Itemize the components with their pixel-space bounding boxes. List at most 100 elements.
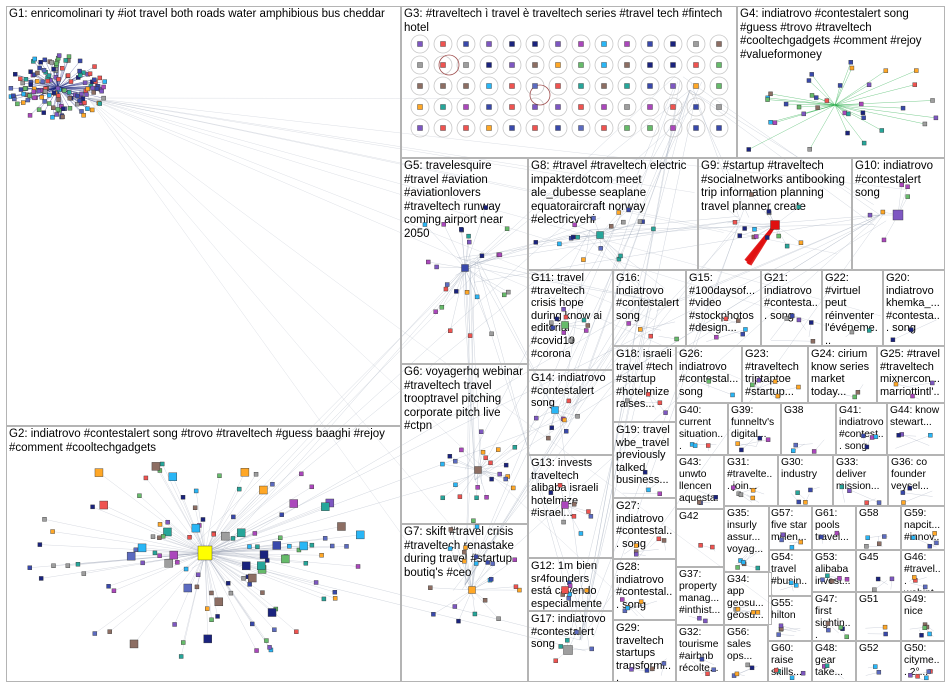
edge [131, 552, 206, 557]
edge [579, 103, 695, 641]
node [150, 534, 156, 539]
node [42, 57, 48, 63]
edge [841, 486, 845, 503]
edge [98, 472, 206, 554]
edge [834, 84, 870, 106]
node [91, 90, 96, 95]
node [578, 104, 584, 110]
edge [455, 469, 479, 486]
edge [199, 264, 469, 556]
node [711, 667, 716, 672]
group-label: G23: #traveltech triptaptoe #startup... [745, 348, 802, 398]
node [299, 471, 304, 477]
node [723, 316, 729, 321]
node [646, 391, 651, 397]
node [796, 204, 801, 210]
node [417, 104, 423, 110]
node [624, 104, 630, 110]
node [838, 625, 843, 630]
edge [159, 470, 206, 554]
node [101, 95, 106, 101]
node [486, 83, 492, 89]
node [866, 82, 872, 88]
group-g1: G1: enricomolinari ty #iot travel both r… [6, 6, 401, 426]
node [160, 534, 166, 539]
node [267, 608, 277, 617]
node [270, 481, 275, 487]
node [417, 125, 423, 131]
group-label: G44: know stewart... [890, 405, 943, 428]
edge [464, 267, 471, 336]
edge [743, 549, 762, 563]
group-g52: G52 [856, 641, 901, 682]
edge [464, 267, 478, 297]
edge [52, 531, 206, 554]
node [133, 547, 139, 553]
edge [194, 507, 206, 554]
node [205, 606, 210, 611]
node [743, 327, 748, 332]
node [776, 233, 781, 239]
edge [601, 214, 881, 238]
group-g58: G58 [856, 506, 901, 550]
node [647, 83, 653, 89]
edge [913, 537, 937, 548]
edge [459, 469, 479, 497]
node [930, 380, 935, 386]
node [591, 215, 596, 221]
node [90, 85, 95, 91]
edge [87, 97, 837, 254]
edge [471, 563, 493, 591]
edge [464, 561, 473, 591]
edge [834, 70, 886, 106]
node [417, 83, 423, 89]
node [509, 41, 515, 47]
node [417, 62, 423, 68]
node [751, 610, 756, 615]
edge [204, 552, 253, 579]
node [784, 243, 790, 249]
edge [736, 563, 758, 569]
node [578, 62, 584, 68]
group-label: G26: indiatrovo #contestal... song [679, 348, 738, 398]
node [77, 68, 82, 74]
node [517, 587, 522, 593]
edge [94, 552, 206, 634]
node [558, 644, 563, 649]
edge [197, 543, 581, 641]
self-loop [433, 76, 453, 96]
node [439, 305, 445, 310]
edge [457, 219, 741, 259]
edge [474, 307, 653, 481]
node [209, 590, 214, 596]
self-loop [525, 34, 545, 54]
self-loop [438, 54, 460, 76]
node [195, 572, 201, 578]
edge [57, 79, 95, 89]
edge [628, 323, 661, 331]
node [575, 413, 580, 419]
node [143, 475, 149, 481]
node [892, 209, 904, 221]
group-label: G7: skift #travel crisis #traveltech ren… [404, 526, 514, 579]
node [796, 499, 801, 505]
node [209, 617, 214, 623]
node [765, 437, 771, 442]
node [75, 562, 81, 567]
node [489, 476, 494, 482]
edge [204, 552, 270, 648]
edge [464, 242, 470, 269]
node [775, 393, 781, 399]
node [716, 83, 722, 89]
edge [559, 81, 679, 421]
node [242, 561, 251, 571]
self-loop [433, 118, 453, 138]
node [555, 125, 561, 131]
node [82, 80, 88, 85]
edge [204, 552, 262, 566]
node [89, 107, 95, 113]
group-g21: G21: indiatrovo #contesta... song [761, 270, 822, 346]
node [847, 488, 852, 493]
edge [471, 563, 477, 591]
node [670, 104, 676, 110]
